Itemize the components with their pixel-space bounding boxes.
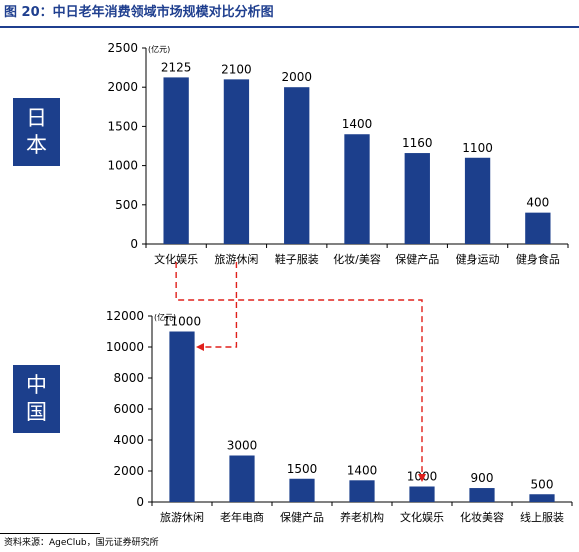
japan-bar-value-label: 400	[526, 196, 549, 210]
japan-category-label: 化妆/美容	[333, 252, 381, 266]
china-y-tick-label: 8000	[113, 371, 144, 385]
china-unit-label: (亿元)	[154, 312, 176, 322]
china-category-label: 保健产品	[280, 510, 324, 524]
japan-bar-value-label: 1100	[462, 141, 493, 155]
china-category-label: 旅游休闲	[160, 510, 204, 524]
japan-bar-value-label: 2100	[221, 62, 252, 76]
japan-y-tick-label: 2500	[107, 41, 138, 55]
japan-bar-value-label: 2000	[281, 70, 312, 84]
japan-category-label: 健身食品	[516, 252, 560, 266]
china-panel-label: 中 国	[13, 365, 60, 433]
title-rule	[0, 26, 579, 28]
japan-label-char-1: 日	[26, 106, 47, 130]
china-bar	[349, 480, 375, 502]
japan-bar-value-label: 2125	[161, 60, 192, 74]
china-y-tick-label: 0	[136, 495, 144, 509]
china-y-tick-label: 12000	[106, 309, 144, 323]
arrow-travel-link	[204, 262, 238, 348]
japan-bar	[223, 79, 250, 244]
figure-title: 图 20：中日老年消费领域市场规模对比分析图	[4, 5, 274, 20]
japan-bar-chart: 0 500 1000 1500 2000 2500 (亿元) 2125 文化娱乐 2100 旅游休闲…	[107, 41, 569, 266]
japan-bar	[344, 134, 370, 244]
japan-panel-label: 日 本	[13, 98, 60, 166]
japan-category-label: 健身运动	[456, 252, 500, 266]
mapping-arrows	[175, 262, 426, 482]
china-bar-value-label: 900	[471, 471, 494, 485]
japan-y-tick-label: 1000	[107, 159, 138, 173]
china-category-label: 化妆美容	[460, 510, 504, 524]
china-label-char-2: 国	[26, 400, 47, 424]
china-bar-value-label: 1400	[347, 463, 378, 477]
china-bar	[289, 478, 315, 502]
arrow-travel-head	[196, 343, 204, 351]
arrow-culture-link	[175, 262, 423, 474]
china-bar-value-label: 3000	[227, 439, 258, 453]
china-bar	[469, 488, 495, 502]
china-bar	[529, 494, 555, 502]
japan-label-char-2: 本	[26, 133, 47, 157]
arrow-culture-head	[418, 474, 426, 482]
japan-y-tick-label: 2000	[107, 80, 138, 94]
china-bar	[409, 486, 435, 502]
china-bar	[169, 331, 195, 502]
china-category-label: 文化娱乐	[400, 510, 444, 524]
china-y-tick-label: 2000	[113, 464, 144, 478]
china-category-label: 线上服装	[520, 510, 564, 524]
china-bar-value-label: 500	[531, 477, 554, 491]
japan-bar	[404, 153, 430, 244]
japan-y-tick-label: 500	[115, 198, 138, 212]
china-y-tick-label: 10000	[106, 340, 144, 354]
japan-category-label: 旅游休闲	[214, 252, 258, 266]
japan-bar	[525, 212, 551, 244]
china-label-char-1: 中	[26, 373, 47, 397]
japan-bar	[284, 87, 310, 244]
source-rule	[0, 533, 100, 534]
china-y-tick-label: 4000	[113, 433, 144, 447]
china-bar-value-label: 1500	[287, 462, 318, 476]
japan-bar-value-label: 1160	[402, 136, 433, 150]
japan-bar	[163, 77, 189, 245]
japan-bar-value-label: 1400	[342, 117, 373, 131]
japan-bar	[464, 157, 491, 244]
china-bar	[229, 455, 255, 502]
japan-unit-label: (亿元)	[148, 44, 170, 54]
japan-y-tick-label: 0	[130, 237, 138, 251]
china-y-tick-label: 6000	[113, 402, 144, 416]
japan-category-label: 文化娱乐	[154, 252, 198, 266]
china-bar-chart: 0 2000 4000 6000 8000 10000 12000 (亿元)11000 旅游休闲…	[106, 309, 573, 524]
china-category-label: 老年电商	[220, 510, 264, 524]
china-category-label: 养老机构	[340, 510, 384, 524]
japan-category-label: 鞋子服装	[275, 252, 319, 266]
japan-category-label: 保健产品	[395, 252, 439, 266]
source-note: 资料来源：AgeClub，国元证券研究所	[4, 538, 159, 548]
china-bar-value-label: 11000	[163, 315, 201, 329]
japan-y-tick-label: 1500	[107, 119, 138, 133]
